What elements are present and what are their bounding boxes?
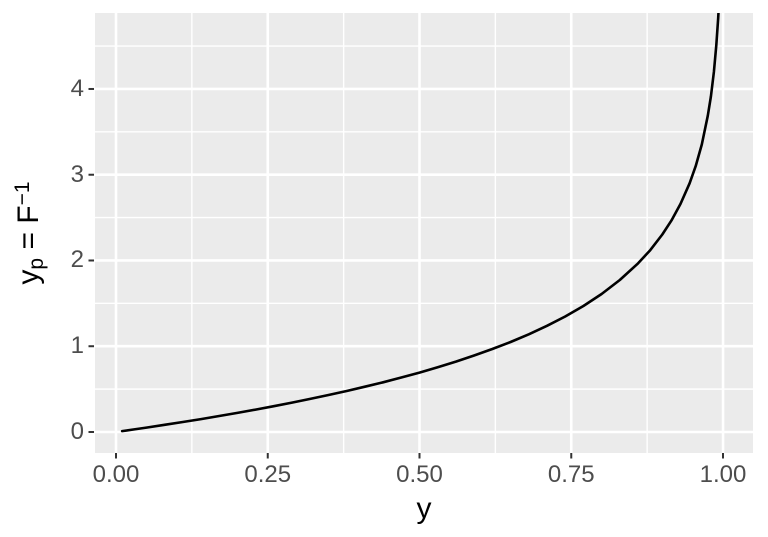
y-tick-label: 1 xyxy=(70,332,84,360)
y-tick-label: 4 xyxy=(70,74,84,102)
quantile-curve xyxy=(120,13,720,433)
x-tick-label: 0.75 xyxy=(547,461,595,488)
y-tick-label: 0 xyxy=(70,417,84,445)
x-tick-label: 0.50 xyxy=(396,461,443,488)
x-tick-label: 0.25 xyxy=(244,461,292,488)
y-tick-label: 3 xyxy=(70,160,84,188)
y-tick-label: 2 xyxy=(70,246,84,274)
x-axis-title: y xyxy=(416,492,432,525)
x-tick-label: 0.00 xyxy=(92,461,140,488)
plot-panel xyxy=(95,13,753,453)
x-tick-label: 1.00 xyxy=(699,461,747,488)
